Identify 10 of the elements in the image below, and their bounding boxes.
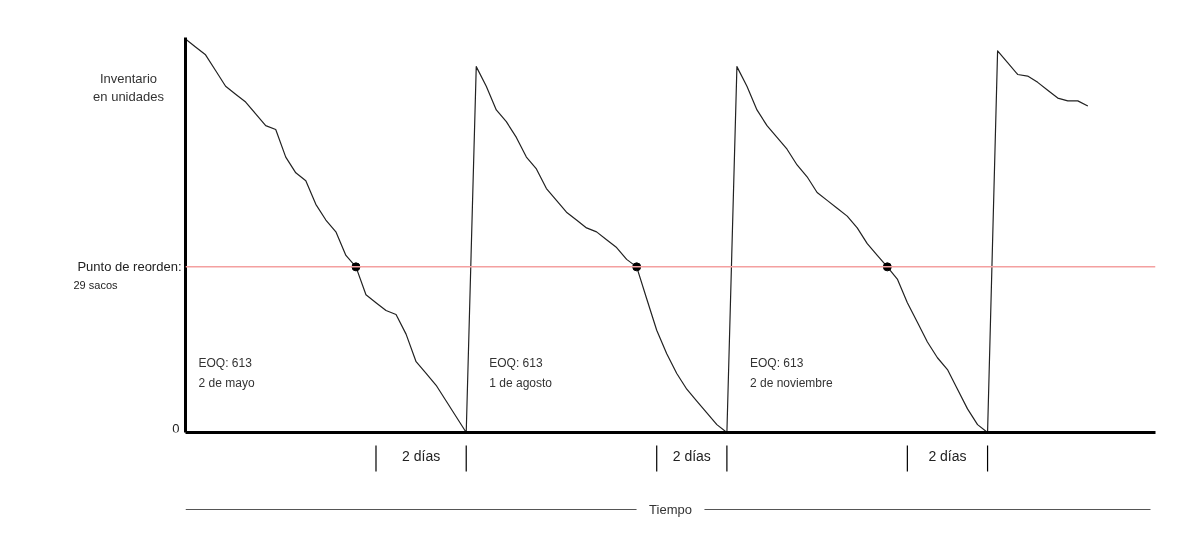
text: 2 días <box>402 447 441 464</box>
y-axis-title: Inventario en unidades <box>93 70 165 104</box>
annotation: EOQ: 613 2 de noviembre <box>749 355 833 390</box>
annotation: Punto de reorden: 29 sacos <box>73 259 182 291</box>
text: 0 <box>172 420 180 436</box>
annotation: EOQ: 613 2 de mayo <box>198 355 255 390</box>
text: Tiempo <box>649 502 692 517</box>
text: 2 días <box>672 447 711 464</box>
text: 2 días <box>928 447 967 464</box>
annotation: EOQ: 613 1 de agosto <box>489 355 553 390</box>
